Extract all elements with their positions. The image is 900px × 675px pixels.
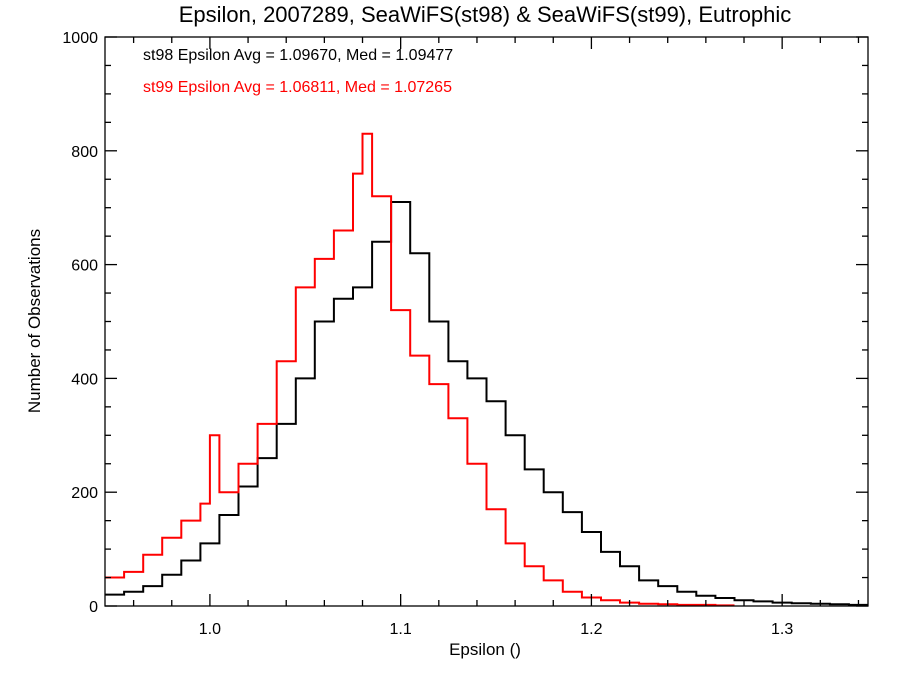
x-tick-label: 1.1 [390,621,412,638]
ticks-layer: 1.0 1.1 1.2 1.3 0 200 400 600 800 1000 [62,30,868,638]
series-1-line [105,132,735,607]
y-tick-label: 1000 [62,30,98,47]
y-tick-label: 600 [71,258,98,275]
y-tick-label: 200 [71,485,98,502]
series-layer [105,132,868,607]
legend-st98: st98 Epsilon Avg = 1.09670, Med = 1.0947… [143,47,453,64]
y-tick-label: 400 [71,371,98,388]
y-tick-label: 0 [89,599,98,616]
x-tick-label: 1.3 [771,621,793,638]
series-0-line [105,201,868,606]
plot-frame [104,36,869,607]
legend-st99: st99 Epsilon Avg = 1.06811, Med = 1.0726… [143,79,452,96]
x-tick-label: 1.0 [199,621,221,638]
y-tick-label: 800 [71,144,98,161]
chart-title: Epsilon, 2007289, SeaWiFS(st98) & SeaWiF… [179,2,792,27]
x-tick-label: 1.2 [580,621,602,638]
x-axis-label: Epsilon () [449,640,521,659]
y-axis-label: Number of Observations [25,229,44,413]
